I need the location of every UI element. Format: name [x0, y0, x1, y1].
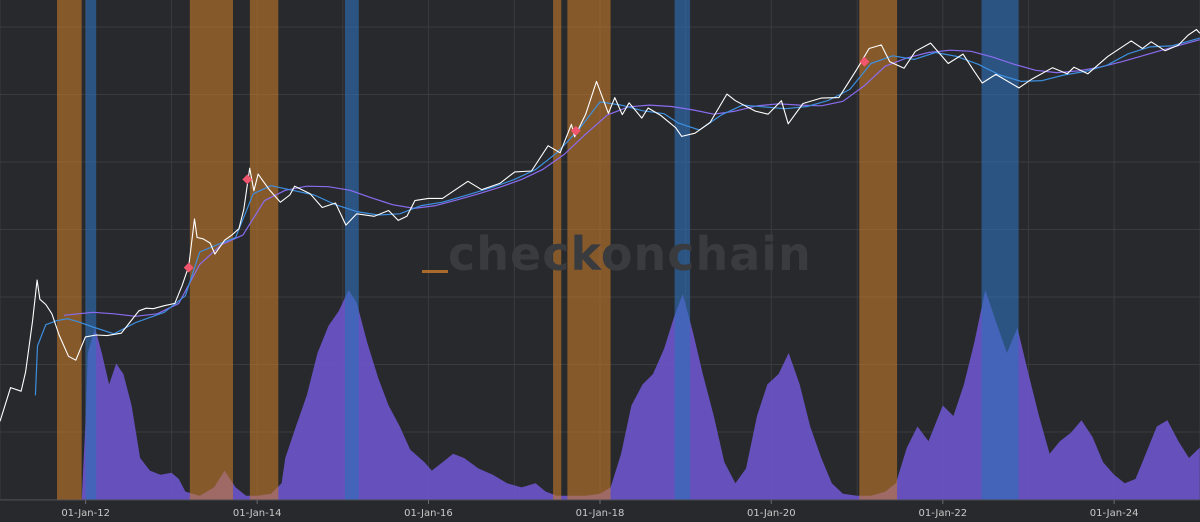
signal-marker	[242, 174, 253, 185]
orange-band	[249, 0, 279, 500]
blue-band	[981, 0, 1019, 500]
oscillator-area	[57, 290, 1200, 500]
orange-band	[553, 0, 562, 500]
signal-marker	[570, 125, 581, 136]
oscillator-layer	[57, 290, 1200, 500]
x-tick-label: 01-Jan-14	[233, 508, 282, 519]
blue-band	[85, 0, 97, 500]
orange-band	[859, 0, 898, 500]
signal-marker	[859, 56, 870, 67]
price-line	[0, 28, 1200, 422]
watermark-text: checkonchain	[448, 227, 812, 281]
orange-band	[189, 0, 234, 500]
x-tick-label: 01-Jan-20	[747, 508, 796, 519]
x-tick-label: 01-Jan-12	[61, 508, 110, 519]
x-tick-label: 01-Jan-16	[404, 508, 453, 519]
x-tick-label: 01-Jan-24	[1090, 508, 1139, 519]
long-ma-line	[64, 39, 1200, 317]
x-tick-label: 01-Jan-22	[919, 508, 968, 519]
watermark-mark	[422, 270, 448, 273]
axis-layer: 01-Jan-12 01-Jan-14 01-Jan-16 01-Jan-18 01-J…	[0, 499, 1200, 519]
marker-layer	[183, 56, 870, 273]
orange-band	[567, 0, 611, 500]
x-tick-label: 01-Jan-18	[576, 508, 625, 519]
band-layer	[57, 0, 1019, 500]
blue-band	[344, 0, 359, 500]
blue-band	[674, 0, 691, 500]
signal-marker	[183, 262, 194, 273]
orange-band	[57, 0, 82, 500]
